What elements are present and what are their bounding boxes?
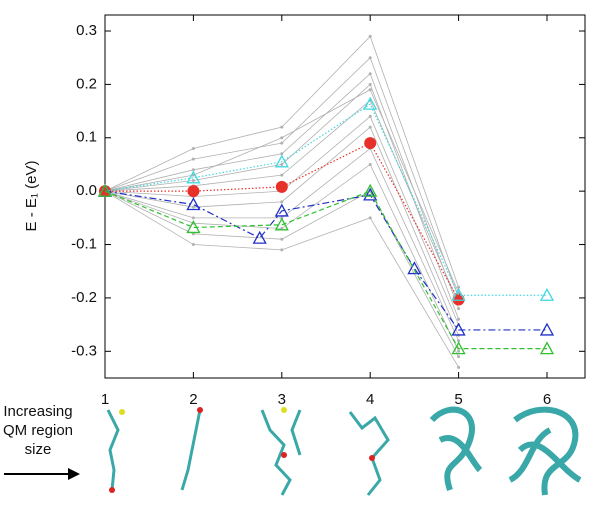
marker [451, 287, 466, 301]
marker [191, 232, 195, 236]
plot-frame [104, 14, 586, 379]
marker [363, 96, 378, 110]
x-tick-label: 1 [101, 391, 109, 408]
x-tick-label: 2 [189, 391, 197, 408]
marker [186, 197, 201, 211]
marker [457, 355, 461, 359]
series-line [104, 103, 547, 296]
y-tick-label: -0.3 [71, 342, 97, 359]
marker [280, 173, 284, 177]
marker [280, 162, 284, 166]
marker [274, 217, 289, 231]
marker [368, 114, 372, 118]
marker [451, 322, 466, 336]
marker [457, 365, 461, 369]
series-line [104, 115, 459, 325]
marker [457, 317, 461, 321]
marker [274, 203, 289, 217]
arrow [4, 468, 80, 480]
marker [280, 237, 284, 241]
marker [539, 341, 555, 355]
marker [191, 205, 195, 209]
annotation: size [25, 441, 52, 458]
molecule-images [106, 406, 582, 496]
marker [275, 180, 288, 193]
marker [368, 216, 372, 220]
marker [280, 200, 284, 204]
y-axis-label: E - E₁ (eV) [23, 161, 40, 232]
marker [452, 293, 465, 306]
marker [368, 82, 372, 86]
y-tick-label: -0.2 [71, 289, 97, 306]
y-tick-label: 0.3 [76, 22, 97, 39]
marker [252, 230, 267, 244]
marker [457, 349, 461, 353]
y-tick-label: 0.1 [76, 129, 97, 146]
marker [368, 56, 372, 60]
marker [457, 339, 461, 343]
x-tick-label: 6 [543, 391, 551, 408]
marker [280, 136, 284, 140]
marker [274, 154, 289, 168]
y-tick-label: -0.1 [71, 236, 97, 253]
marker [363, 187, 378, 201]
y-tick-label: 0.2 [76, 75, 97, 92]
marker [280, 141, 284, 145]
marker [280, 125, 284, 129]
x-tick-label: 3 [278, 391, 286, 408]
marker [191, 168, 195, 172]
marker [191, 157, 195, 161]
x-tick-label: 5 [454, 391, 462, 408]
marker [191, 178, 195, 182]
marker [186, 220, 201, 234]
x-tick-label: 4 [366, 391, 374, 408]
marker [368, 88, 372, 92]
series-line [104, 126, 459, 336]
marker [451, 341, 466, 355]
marker [191, 243, 195, 247]
marker [191, 146, 195, 150]
series-line [104, 190, 547, 331]
marker [368, 72, 372, 76]
marker [363, 183, 378, 197]
series-line [104, 190, 547, 350]
marker [407, 261, 422, 275]
marker [368, 162, 372, 166]
marker [457, 285, 461, 289]
marker [368, 34, 372, 38]
y-tick-label: 0.0 [76, 182, 97, 199]
annotation: Increasing [3, 403, 72, 420]
marker [457, 307, 461, 311]
marker [186, 170, 201, 184]
marker [280, 248, 284, 252]
marker [191, 216, 195, 220]
marker [97, 183, 113, 197]
marker [539, 322, 555, 336]
marker [364, 137, 377, 150]
marker [280, 152, 284, 156]
marker [187, 185, 200, 198]
annotation: QM region [3, 422, 73, 439]
marker [539, 287, 555, 301]
marker [368, 125, 372, 129]
